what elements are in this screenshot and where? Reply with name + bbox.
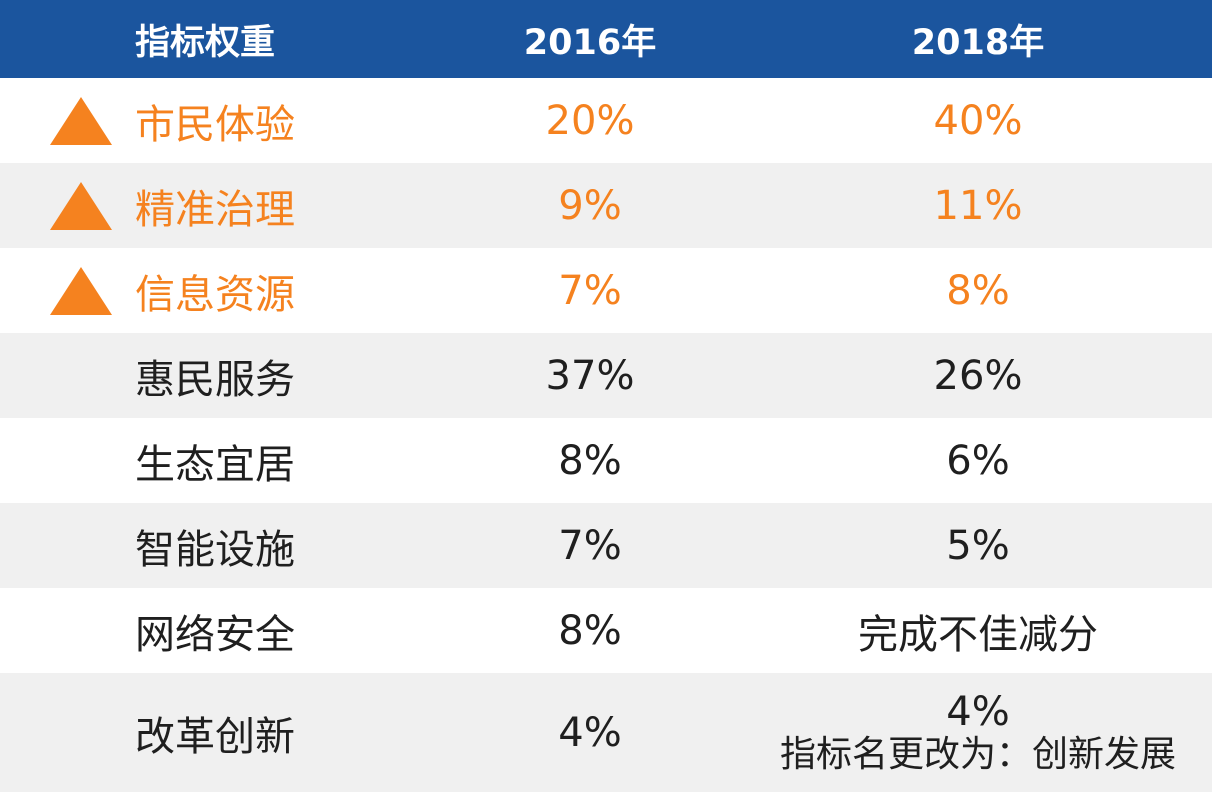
table-header-row: 指标权重 2016年 2018年	[0, 0, 1212, 78]
value-2018: 8%	[946, 267, 1010, 314]
indicator-cell: 智能设施	[0, 503, 436, 588]
value-2018-cell: 11%	[744, 163, 1212, 248]
value-2016: 7%	[558, 522, 622, 569]
value-2016-cell: 4%	[436, 673, 744, 792]
indicator-label: 智能设施	[135, 526, 295, 573]
indicator-label: 生态宜居	[135, 441, 295, 488]
value-2018: 5%	[946, 522, 1010, 569]
table-row: 精准治理 9% 11%	[0, 163, 1212, 248]
indicator-cell: 精准治理	[0, 163, 436, 248]
indicator-cell: 生态宜居	[0, 418, 436, 503]
value-2016-cell: 7%	[436, 248, 744, 333]
header-label-2016: 2016年	[523, 22, 657, 63]
header-label-indicator: 指标权重	[135, 22, 276, 63]
indicator-label: 网络安全	[135, 611, 295, 658]
indicator-cell: 惠民服务	[0, 333, 436, 418]
value-2018: 40%	[933, 97, 1023, 144]
table-row: 智能设施 7% 5%	[0, 503, 1212, 588]
value-2018: 完成不佳减分	[858, 611, 1098, 658]
trend-up-triangle-icon	[50, 266, 112, 315]
header-cell-2018: 2018年	[744, 0, 1212, 78]
table-row: 惠民服务 37% 26%	[0, 333, 1212, 418]
value-2016: 20%	[545, 97, 635, 144]
value-2016: 9%	[558, 182, 622, 229]
value-2016-cell: 9%	[436, 163, 744, 248]
trend-up-triangle-icon	[50, 96, 112, 145]
table-row: 信息资源 7% 8%	[0, 248, 1212, 333]
table-row: 生态宜居 8% 6%	[0, 418, 1212, 503]
header-cell-2016: 2016年	[436, 0, 744, 78]
value-2018-cell: 4% 指标名更改为：创新发展	[744, 673, 1212, 792]
trend-up-triangle-icon	[50, 181, 112, 230]
indicator-label: 改革创新	[135, 713, 295, 760]
value-2018-cell: 8%	[744, 248, 1212, 333]
header-cell-indicator: 指标权重	[0, 0, 436, 78]
value-2016-cell: 20%	[436, 78, 744, 163]
value-2016: 4%	[558, 709, 622, 756]
value-2018-cell: 5%	[744, 503, 1212, 588]
indicator-cell: 改革创新	[0, 673, 436, 792]
indicator-cell: 网络安全	[0, 588, 436, 673]
value-2016: 7%	[558, 267, 622, 314]
value-2016-cell: 37%	[436, 333, 744, 418]
value-2018-cell: 完成不佳减分	[744, 588, 1212, 673]
indicator-cell: 信息资源	[0, 248, 436, 333]
indicator-label: 信息资源	[135, 271, 295, 318]
header-label-2018: 2018年	[911, 22, 1045, 63]
value-2016: 8%	[558, 607, 622, 654]
indicator-label: 市民体验	[135, 101, 295, 148]
value-2018-cell: 6%	[744, 418, 1212, 503]
table-row: 改革创新 4% 4% 指标名更改为：创新发展	[0, 673, 1212, 792]
indicator-cell: 市民体验	[0, 78, 436, 163]
value-2018: 26%	[933, 352, 1023, 399]
table-row: 市民体验 20% 40%	[0, 78, 1212, 163]
table-row: 网络安全 8% 完成不佳减分	[0, 588, 1212, 673]
indicator-label: 惠民服务	[135, 356, 295, 403]
value-2018-cell: 40%	[744, 78, 1212, 163]
value-2018-cell: 26%	[744, 333, 1212, 418]
value-2018-note: 指标名更改为：创新发展	[779, 733, 1176, 775]
value-2016-cell: 7%	[436, 503, 744, 588]
value-2018: 4%	[946, 688, 1010, 735]
value-2016-cell: 8%	[436, 588, 744, 673]
indicator-label: 精准治理	[135, 186, 295, 233]
value-2016-cell: 8%	[436, 418, 744, 503]
value-2016: 8%	[558, 437, 622, 484]
value-2016: 37%	[545, 352, 635, 399]
value-2018: 11%	[933, 182, 1023, 229]
value-2018: 6%	[946, 437, 1010, 484]
